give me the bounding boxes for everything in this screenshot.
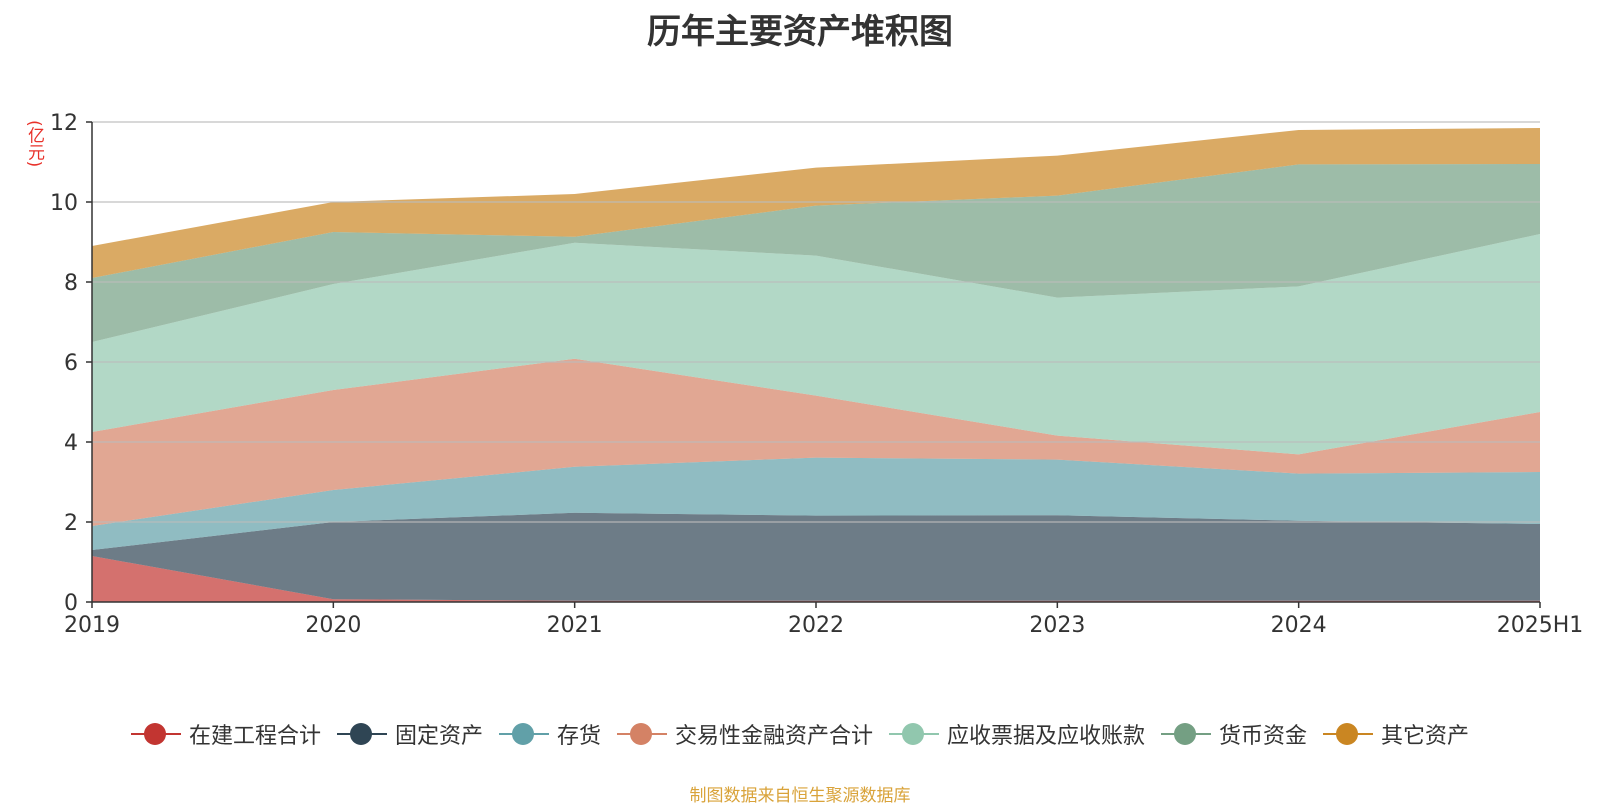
y-tick-label-0: 0 [64,591,78,616]
area-series-1 [92,556,1540,602]
area-series-5 [92,234,1540,455]
legend-label: 存货 [556,724,601,749]
area-series-3 [92,457,1540,550]
legend-label: 其它资产 [1381,724,1470,749]
x-tick-label-2022: 2022 [788,613,844,638]
legend-label: 交易性金融资产合计 [674,724,873,749]
area-series-2 [92,512,1540,601]
legend-item-3[interactable]: 存货 [498,718,601,750]
legend-marker-icon [130,721,181,747]
y-tick-label-8: 8 [64,271,78,296]
legend-label: 货币资金 [1219,724,1308,749]
y-tick-label-12: 12 [50,111,78,136]
legend-marker-icon [1161,721,1212,747]
legend-marker-icon [889,721,939,747]
legend-item-5[interactable]: 应收票据及应收账款 [889,718,1145,750]
legend-marker-icon [616,721,667,747]
legend-marker-icon [498,721,549,747]
legend-label: 固定资产 [394,724,483,749]
x-tick-label-2019: 2019 [64,613,120,638]
legend-marker-icon [336,721,387,747]
y-axis-unit-label: (亿元) [24,120,44,168]
chart-legend: 在建工程合计 固定资产 存货 交易性金融资产合计 应收票据及应收账款 货币资金 其它资产 [0,718,1600,750]
legend-item-1[interactable]: 在建工程合计 [130,718,321,750]
legend-label: 应收票据及应收账款 [947,724,1146,749]
data-source-note: 制图数据来自恒生聚源数据库 [689,786,911,806]
legend-item-7[interactable]: 其它资产 [1323,718,1469,750]
legend-item-4[interactable]: 交易性金融资产合计 [616,718,873,750]
stacked-area-chart: 0 2 4 6 8 10 12 2019 2020 2021 2022 2023 2024 2025H1 [50,111,1584,638]
area-series-7 [92,128,1540,278]
x-tick-label-2023: 2023 [1029,613,1085,638]
legend-label: 在建工程合计 [188,724,321,749]
chart-title: 历年主要资产堆积图 [647,12,953,52]
x-tick-label-2025H1: 2025H1 [1497,613,1584,638]
y-tick-label-6: 6 [64,351,78,376]
y-tick-label-10: 10 [50,191,78,216]
legend-item-2[interactable]: 固定资产 [336,718,483,750]
x-tick-label-2021: 2021 [547,613,603,638]
legend-item-6[interactable]: 货币资金 [1161,718,1307,750]
legend-marker-icon [1323,721,1374,747]
x-tick-label-2020: 2020 [305,613,361,638]
y-tick-label-4: 4 [64,431,78,456]
x-tick-label-2024: 2024 [1271,613,1327,638]
area-series-6 [92,164,1540,342]
series-areas [92,128,1540,602]
y-tick-label-2: 2 [64,511,78,536]
